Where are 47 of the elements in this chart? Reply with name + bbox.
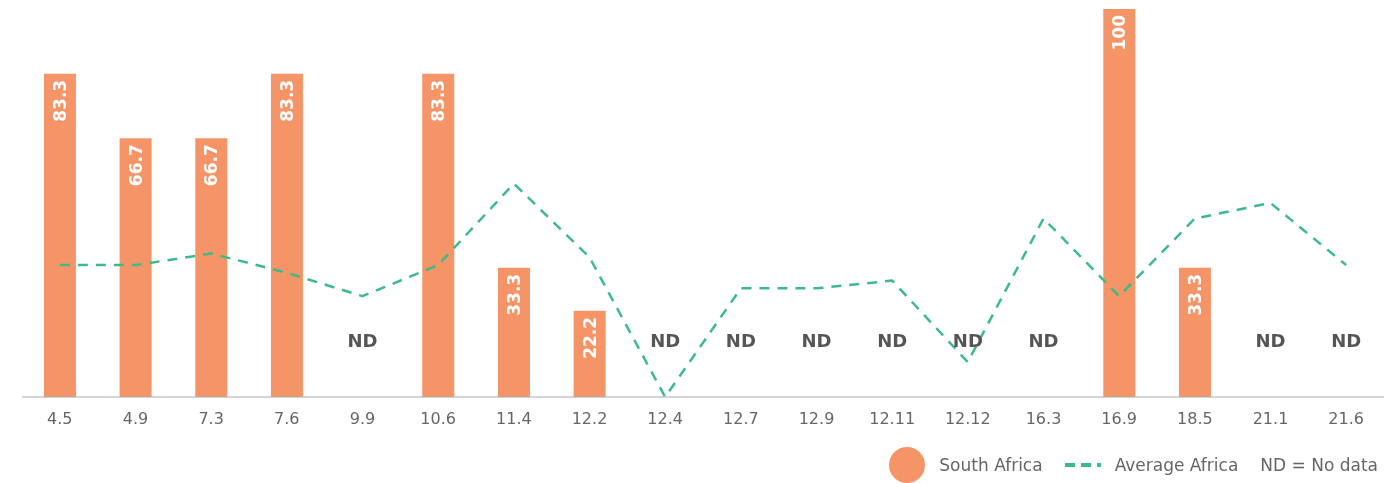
data-label: 83.3 [276, 79, 297, 122]
bar [43, 73, 76, 397]
x-tick-label: 7.3 [198, 409, 224, 429]
x-tick-label: 11.4 [496, 409, 532, 429]
x-tick-label: 16.3 [1025, 409, 1062, 429]
x-tick-label: 4.5 [47, 409, 73, 429]
bar [1103, 9, 1136, 397]
bar [195, 138, 228, 397]
text: ND [650, 330, 681, 351]
x-tick-label: 7.6 [274, 409, 300, 429]
data-label: 83.3 [49, 79, 70, 122]
data-label: 22.2 [579, 316, 600, 359]
data-label: 100 [1109, 14, 1130, 51]
bar [497, 267, 530, 397]
bar [119, 138, 152, 397]
x-tick-label: 12.7 [723, 409, 759, 429]
bar [1178, 267, 1211, 397]
text: ND = No data [1260, 455, 1378, 475]
x-tick-label: 12.4 [647, 409, 683, 429]
x-tick-label: 21.1 [1252, 409, 1289, 429]
text: ND [1255, 330, 1286, 351]
x-tick-label: 12.2 [571, 409, 608, 429]
text: ND [347, 330, 378, 351]
x-tick-label: 12.12 [944, 409, 991, 429]
legend-label: South Africa [939, 455, 1043, 475]
data-label: 33.3 [503, 273, 524, 316]
x-tick-label: 4.9 [122, 409, 149, 429]
text: ND [952, 330, 983, 351]
legend-label: Average Africa [1114, 455, 1239, 475]
data-label: 83.3 [428, 79, 449, 122]
data-label: 66.7 [125, 144, 146, 187]
x-tick-label: 9.9 [349, 409, 376, 429]
text: ND [877, 330, 908, 351]
x-tick-label: 16.9 [1101, 409, 1137, 429]
text: ND [801, 330, 832, 351]
text: ND [1028, 330, 1059, 351]
data-label: 66.7 [201, 144, 222, 187]
x-tick-label: 12.9 [798, 409, 835, 429]
data-label: 33.3 [1184, 273, 1205, 316]
x-tick-label: 18.5 [1177, 409, 1213, 429]
x-tick-label: 12.11 [869, 409, 916, 429]
x-tick-label: 21.6 [1328, 409, 1364, 429]
text: ND [1331, 330, 1362, 351]
bar [270, 73, 303, 397]
bar [422, 73, 455, 397]
x-tick-label: 10.6 [420, 409, 456, 429]
text: ND [725, 330, 756, 351]
